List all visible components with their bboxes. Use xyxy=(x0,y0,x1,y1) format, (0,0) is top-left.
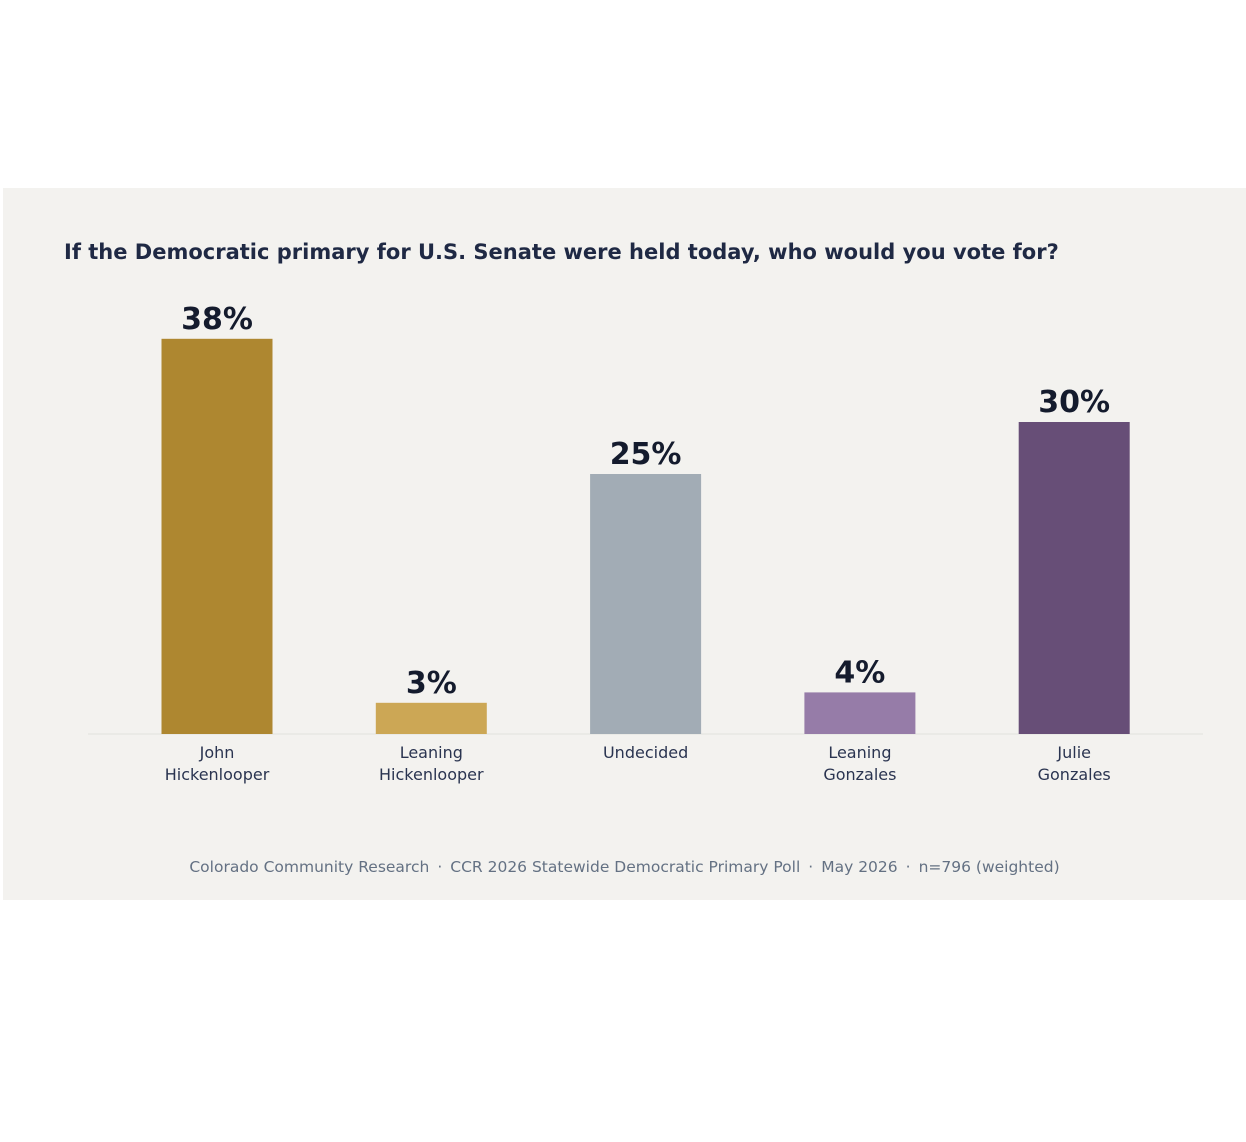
footer-sample-size: n=796 (weighted) xyxy=(918,858,1060,876)
bar-value-label: 25% xyxy=(610,437,682,472)
bar xyxy=(804,692,916,734)
bar xyxy=(1018,422,1130,734)
category-label: Leaning xyxy=(400,743,463,762)
footer-date: May 2026 xyxy=(821,858,898,876)
footer-poll-name: CCR 2026 Statewide Democratic Primary Po… xyxy=(450,858,801,876)
chart-footer: Colorado Community Research · CCR 2026 Sta… xyxy=(3,858,1246,876)
bar xyxy=(161,338,273,734)
category-label: Gonzales xyxy=(1038,765,1111,784)
bar-value-label: 4% xyxy=(834,655,885,690)
category-label: Gonzales xyxy=(823,765,896,784)
bars-group: 38% John Hickenlooper 3% Leaning Hickenlooper… xyxy=(161,302,1130,784)
bar xyxy=(590,474,702,734)
category-label: Hickenlooper xyxy=(379,765,484,784)
category-label: Leaning xyxy=(828,743,891,762)
category-label: Julie xyxy=(1056,743,1091,762)
footer-separator: · xyxy=(437,858,443,876)
chart-title: If the Democratic primary for U.S. Senat… xyxy=(64,240,1059,264)
bar-value-label: 30% xyxy=(1038,385,1110,420)
footer-separator: · xyxy=(905,858,911,876)
bar-value-label: 3% xyxy=(406,666,457,701)
bar-chart: 38% John Hickenlooper 3% Leaning Hickenlooper… xyxy=(88,302,1203,784)
bar xyxy=(375,702,487,734)
footer-separator: · xyxy=(808,858,814,876)
category-label: Undecided xyxy=(603,743,688,762)
chart-panel: If the Democratic primary for U.S. Senat… xyxy=(3,188,1246,900)
footer-source: Colorado Community Research xyxy=(189,858,430,876)
category-label: Hickenlooper xyxy=(165,765,270,784)
category-label: John xyxy=(199,743,235,762)
bar-value-label: 38% xyxy=(181,302,253,337)
